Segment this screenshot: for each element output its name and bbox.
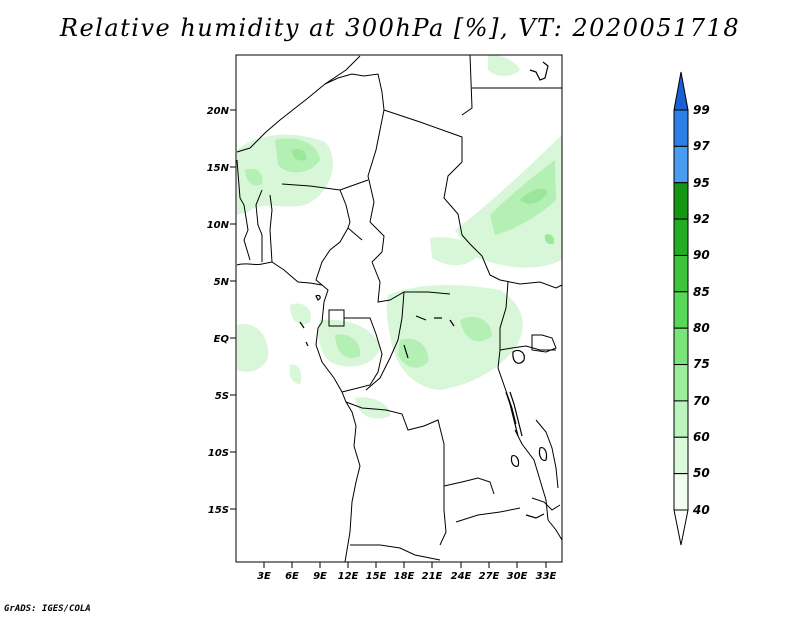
colorbar-segment-92 (673, 182, 689, 220)
colorbar-segments (673, 109, 689, 511)
lon-label-9e: 9E (313, 571, 327, 582)
colorbar-segment-40 (673, 473, 689, 511)
lon-label-3e: 3E (257, 571, 271, 582)
colorbar-label-85: 85 (693, 285, 710, 299)
colorbar-label-70: 70 (693, 394, 710, 408)
colorbar-label-80: 80 (693, 321, 710, 335)
colorbar-segment-90 (673, 218, 689, 256)
colorbar-segment-85 (673, 254, 689, 293)
humidity-shading-light (237, 54, 562, 419)
colorbar-label-97: 97 (693, 139, 710, 153)
colorbar-bottom-arrow (673, 509, 689, 546)
lat-label-5n: 5N (214, 277, 230, 288)
colorbar-segment-50 (673, 436, 689, 475)
colorbar-label-50: 50 (693, 466, 710, 480)
lat-label-eq: EQ (214, 334, 230, 345)
lon-label-33e: 33E (536, 571, 557, 582)
colorbar-label-40: 40 (692, 503, 710, 517)
lon-label-30e: 30E (507, 571, 528, 582)
lon-label-12e: 12E (338, 571, 359, 582)
colorbar-label-95: 95 (693, 176, 710, 190)
map-frame (235, 54, 563, 563)
country-borders (236, 54, 563, 563)
lon-label-27e: 27E (479, 571, 500, 582)
lat-label-20n: 20N (207, 106, 230, 117)
lat-axis: 20N 15N 10N 5N EQ 5S 10S 15S (207, 106, 236, 516)
lon-label-18e: 18E (394, 571, 415, 582)
lat-label-10s: 10S (208, 448, 229, 459)
chart-title: Relative humidity at 300hPa [%], VT: 202… (59, 14, 741, 42)
colorbar-label-92: 92 (693, 212, 710, 226)
colorbar-label-99: 99 (693, 103, 710, 117)
colorbar: 99 97 95 92 90 85 80 75 70 60 50 40 (673, 71, 710, 546)
lat-label-10n: 10N (207, 220, 230, 231)
colorbar-label-90: 90 (693, 248, 710, 262)
lon-label-15e: 15E (366, 571, 387, 582)
lat-label-15s: 15S (208, 505, 229, 516)
grads-credit: GrADS: IGES/COLA (4, 604, 91, 614)
humidity-shading-dark (292, 149, 554, 245)
lat-label-5s: 5S (215, 391, 229, 402)
colorbar-top-arrow (673, 71, 689, 111)
humidity-shading (237, 54, 562, 419)
lat-label-15n: 15N (207, 163, 230, 174)
colorbar-segment-70 (673, 364, 689, 402)
lon-label-24e: 24E (451, 571, 472, 582)
colorbar-segment-95 (673, 145, 689, 184)
lon-label-21e: 21E (422, 571, 443, 582)
colorbar-label-60: 60 (693, 430, 710, 444)
colorbar-segment-75 (673, 327, 689, 366)
colorbar-segment-60 (673, 400, 689, 438)
colorbar-label-75: 75 (693, 357, 710, 371)
lakes (299, 61, 549, 519)
lon-label-6e: 6E (285, 571, 299, 582)
colorbar-segment-80 (673, 291, 689, 329)
colorbar-segment-97 (673, 109, 689, 147)
lon-axis: 3E 6E 9E 12E 15E 18E 21E 24E 27E 30E 33E (257, 562, 557, 582)
